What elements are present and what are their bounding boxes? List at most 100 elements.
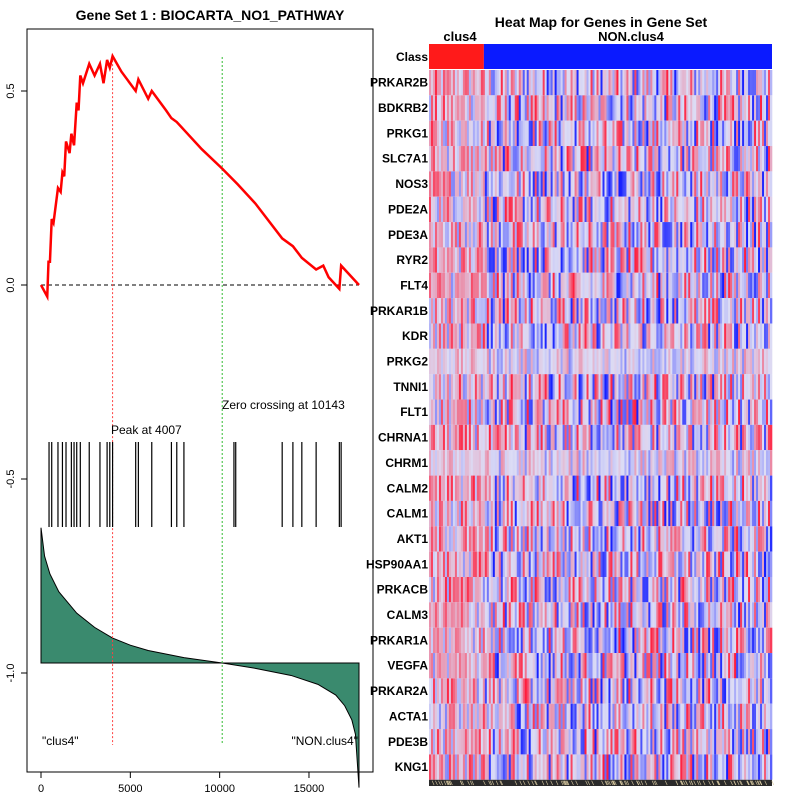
heatmap-cell: [532, 475, 535, 501]
heatmap-cell: [592, 374, 595, 400]
heatmap-cell: [692, 70, 695, 96]
heatmap-cell: [770, 729, 773, 755]
heatmap-cell: [532, 247, 535, 273]
heatmap-cell: [608, 577, 611, 603]
heatmap-cell: [436, 500, 440, 527]
heatmap-cell: [602, 602, 605, 628]
heatmap-cell: [632, 247, 635, 273]
heatmap-cell: [570, 374, 573, 400]
heatmap-cell: [680, 526, 683, 552]
heatmap-cell: [566, 171, 569, 197]
heatmap-cell: [558, 475, 561, 501]
heatmap-cell: [588, 729, 591, 755]
heatmap-cell: [562, 602, 565, 628]
heatmap-cell: [740, 95, 743, 121]
heatmap-cell: [508, 754, 512, 780]
heatmap-cell: [476, 577, 480, 603]
heatmap-cell: [496, 171, 500, 197]
heatmap-cell: [734, 627, 737, 654]
heatmap-cell: [626, 298, 629, 324]
heatmap-cell: [650, 171, 653, 197]
heatmap-cell: [442, 627, 446, 654]
heatmap-cell: [430, 678, 434, 704]
heatmap-cell: [704, 424, 707, 451]
heatmap-cell: [638, 450, 641, 476]
heatmap-cell: [478, 196, 482, 223]
heatmap-cell: [738, 399, 741, 425]
heatmap-cell: [722, 653, 725, 679]
heatmap-cell: [710, 70, 713, 96]
heatmap-cell: [616, 95, 619, 121]
heatmap-cell: [492, 627, 496, 654]
heatmap-cell: [620, 703, 623, 730]
heatmap-cell: [722, 247, 725, 273]
heatmap-cell: [530, 120, 533, 147]
heatmap-cell: [602, 272, 605, 299]
heatmap-cell: [468, 222, 472, 248]
heatmap-cell: [450, 70, 454, 96]
heatmap-cell: [534, 729, 537, 755]
heatmap-cell: [724, 602, 727, 628]
heatmap-cell: [734, 196, 737, 223]
heatmap-cell: [462, 272, 466, 299]
heatmap-cell: [762, 551, 765, 577]
annotation-strip-mark: [708, 780, 711, 786]
heatmap-cell: [694, 120, 697, 147]
heatmap-cell: [454, 247, 458, 273]
heatmap-cell: [446, 348, 450, 375]
heatmap-cell: [708, 348, 711, 375]
heatmap-cell: [624, 754, 627, 780]
heatmap-cell: [484, 475, 488, 501]
heatmap-cell: [582, 222, 585, 248]
annotation-strip-mark: [575, 780, 578, 786]
heatmap-cell: [562, 475, 565, 501]
heatmap-cell: [684, 374, 687, 400]
heatmap-cell: [706, 222, 709, 248]
heatmap-cell: [548, 272, 551, 299]
heatmap-cell: [698, 627, 701, 654]
heatmap-cell: [606, 374, 609, 400]
heatmap-cell: [724, 754, 727, 780]
heatmap-cell: [612, 95, 615, 121]
heatmap-cell: [530, 729, 533, 755]
heatmap-cell: [596, 323, 599, 349]
heatmap-cell: [446, 196, 450, 223]
heatmap-cell: [696, 171, 699, 197]
heatmap-cell: [470, 374, 474, 400]
heatmap-cell: [620, 475, 623, 501]
heatmap-cell: [444, 754, 448, 780]
heatmap-cell: [734, 703, 737, 730]
heatmap-cell: [542, 500, 545, 527]
heatmap-cell: [612, 754, 615, 780]
heatmap-cell: [764, 500, 767, 527]
heatmap-cell: [648, 424, 651, 451]
heatmap-cell: [472, 399, 476, 425]
heatmap-cell: [554, 70, 557, 96]
plot-frame: [26, 28, 374, 773]
heatmap-cell: [562, 551, 565, 577]
heatmap-cell: [588, 526, 591, 552]
heatmap-cell: [506, 348, 510, 375]
heatmap-cell: [756, 70, 759, 96]
heatmap-cell: [494, 653, 498, 679]
heatmap-cell: [552, 323, 555, 349]
heatmap-cell: [566, 577, 569, 603]
heatmap-cell: [616, 171, 619, 197]
annotation-strip-mark: [619, 780, 622, 786]
heatmap-cell: [460, 146, 464, 172]
heatmap-cell: [566, 95, 569, 121]
heatmap-cell: [620, 95, 623, 121]
heatmap-cell: [574, 500, 577, 527]
heatmap-cell: [762, 196, 765, 223]
heatmap-cell: [728, 146, 731, 172]
heatmap-cell: [566, 374, 569, 400]
heatmap-cell: [598, 70, 601, 96]
heatmap-cell: [738, 602, 741, 628]
heatmap-cell: [656, 222, 659, 248]
heatmap-cell: [642, 526, 645, 552]
heatmap-cell: [454, 171, 458, 197]
heatmap-cell: [588, 424, 591, 451]
heatmap-cell: [430, 146, 434, 172]
heatmap-cell: [766, 703, 769, 730]
heatmap-cell: [706, 627, 709, 654]
